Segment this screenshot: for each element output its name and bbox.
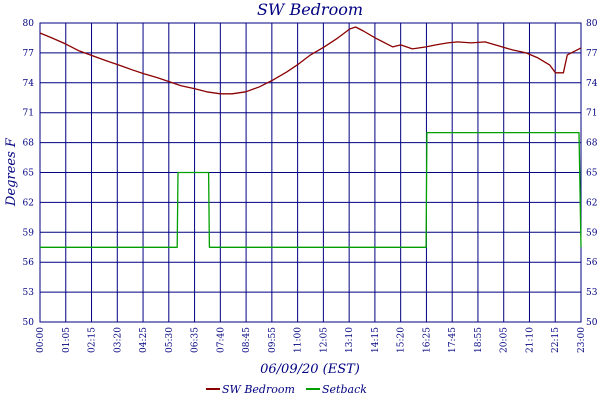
x-tick-label: 23:00 <box>577 327 587 353</box>
series-line-sw-bedroom <box>39 26 582 95</box>
y-tick-label-right: 68 <box>586 139 598 149</box>
y-tick-label-left: 65 <box>23 169 35 179</box>
y-tick-label-left: 77 <box>23 49 35 59</box>
x-tick-label: 11:00 <box>294 327 304 353</box>
y-tick-label-left: 68 <box>23 139 35 149</box>
x-tick-label: 05:30 <box>165 327 175 353</box>
x-tick-label: 21:10 <box>525 327 535 353</box>
x-tick-label: 06:35 <box>191 327 201 353</box>
legend: SW Bedroom Setback <box>206 383 367 396</box>
y-tick-label-right: 62 <box>586 198 597 208</box>
x-tick-label: 14:15 <box>371 327 381 353</box>
y-tick-label-left: 71 <box>23 109 34 119</box>
x-tick-label: 22:15 <box>551 327 561 353</box>
y-tick-label-right: 59 <box>586 228 598 238</box>
x-tick-label: 16:25 <box>422 327 432 353</box>
y-tick-label-left: 74 <box>23 79 35 89</box>
x-tick-label: 07:40 <box>216 327 226 353</box>
x-tick-label: 20:05 <box>500 327 510 353</box>
y-tick-label-right: 56 <box>586 258 598 268</box>
x-tick-label: 01:05 <box>62 327 72 353</box>
y-tick-label-left: 53 <box>23 288 35 298</box>
x-tick-label: 12:05 <box>319 327 329 353</box>
x-tick-label: 17:45 <box>448 327 458 353</box>
chart-title: SW Bedroom <box>257 0 363 19</box>
y-tick-label-left: 56 <box>23 258 35 268</box>
y-ticks-right: 50 53 56 59 62 65 68 71 74 77 80 <box>586 19 598 328</box>
y-tick-label-left: 62 <box>23 198 34 208</box>
series-group <box>39 26 582 248</box>
x-axis-label: 06/09/20 (EST) <box>260 362 360 377</box>
x-tick-label: 08:45 <box>242 327 252 353</box>
y-tick-label-left: 59 <box>23 228 35 238</box>
y-tick-label-right: 71 <box>586 109 597 119</box>
x-tick-label: 18:55 <box>474 327 484 353</box>
legend-label-sw-bedroom: SW Bedroom <box>222 383 295 396</box>
x-tick-label: 09:55 <box>268 327 278 353</box>
y-tick-label-right: 80 <box>586 19 598 29</box>
legend-label-setback: Setback <box>322 383 367 396</box>
x-tick-label: 13:10 <box>345 327 355 353</box>
y-ticks-left: 50 53 56 59 62 65 68 71 74 77 80 <box>23 19 35 328</box>
x-tick-label: 15:20 <box>397 327 407 353</box>
y-axis-label: Degrees F <box>4 137 19 207</box>
y-tick-label-right: 50 <box>586 318 598 328</box>
x-tick-label: 03:20 <box>113 327 123 353</box>
x-tick-label: 02:15 <box>88 327 98 353</box>
series-line-setback <box>40 131 582 248</box>
x-tick-label: 00:00 <box>36 327 46 353</box>
y-tick-label-right: 65 <box>586 169 598 179</box>
x-ticks: 00:00 01:05 02:15 03:20 04:25 05:30 06:35 07:40… <box>36 327 587 353</box>
y-tick-label-left: 50 <box>23 318 35 328</box>
y-tick-label-right: 74 <box>586 79 598 89</box>
y-tick-label-left: 80 <box>23 19 35 29</box>
y-tick-label-right: 77 <box>586 49 598 59</box>
x-tick-label: 04:25 <box>139 327 149 353</box>
y-tick-label-right: 53 <box>586 288 598 298</box>
